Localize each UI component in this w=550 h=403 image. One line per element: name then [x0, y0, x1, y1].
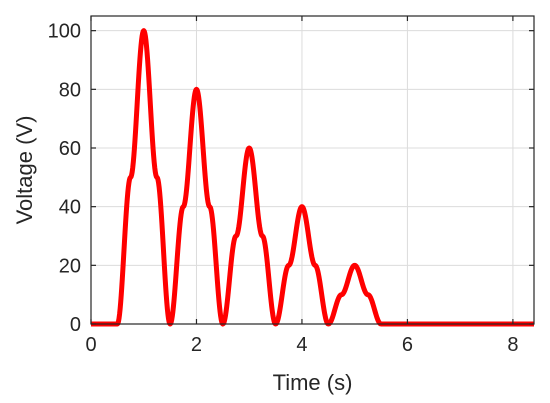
- y-tick-label: 0: [70, 314, 81, 336]
- y-tick-label: 80: [59, 79, 81, 101]
- y-tick-label: 100: [48, 21, 81, 43]
- x-tick-label: 8: [507, 334, 518, 356]
- x-axis-title: Time (s): [273, 370, 353, 395]
- x-tick-label: 2: [191, 334, 202, 356]
- x-tick-label: 6: [402, 334, 413, 356]
- x-tick-label: 0: [85, 334, 96, 356]
- y-tick-label: 60: [59, 138, 81, 160]
- x-tick-label: 4: [296, 334, 307, 356]
- plot-area-frame: [90, 15, 535, 325]
- y-axis-title: Voltage (V): [12, 116, 37, 225]
- series-layer: [89, 28, 534, 327]
- series-line: [89, 28, 534, 327]
- y-tick-label: 20: [59, 255, 81, 277]
- y-tick-label: 40: [59, 197, 81, 219]
